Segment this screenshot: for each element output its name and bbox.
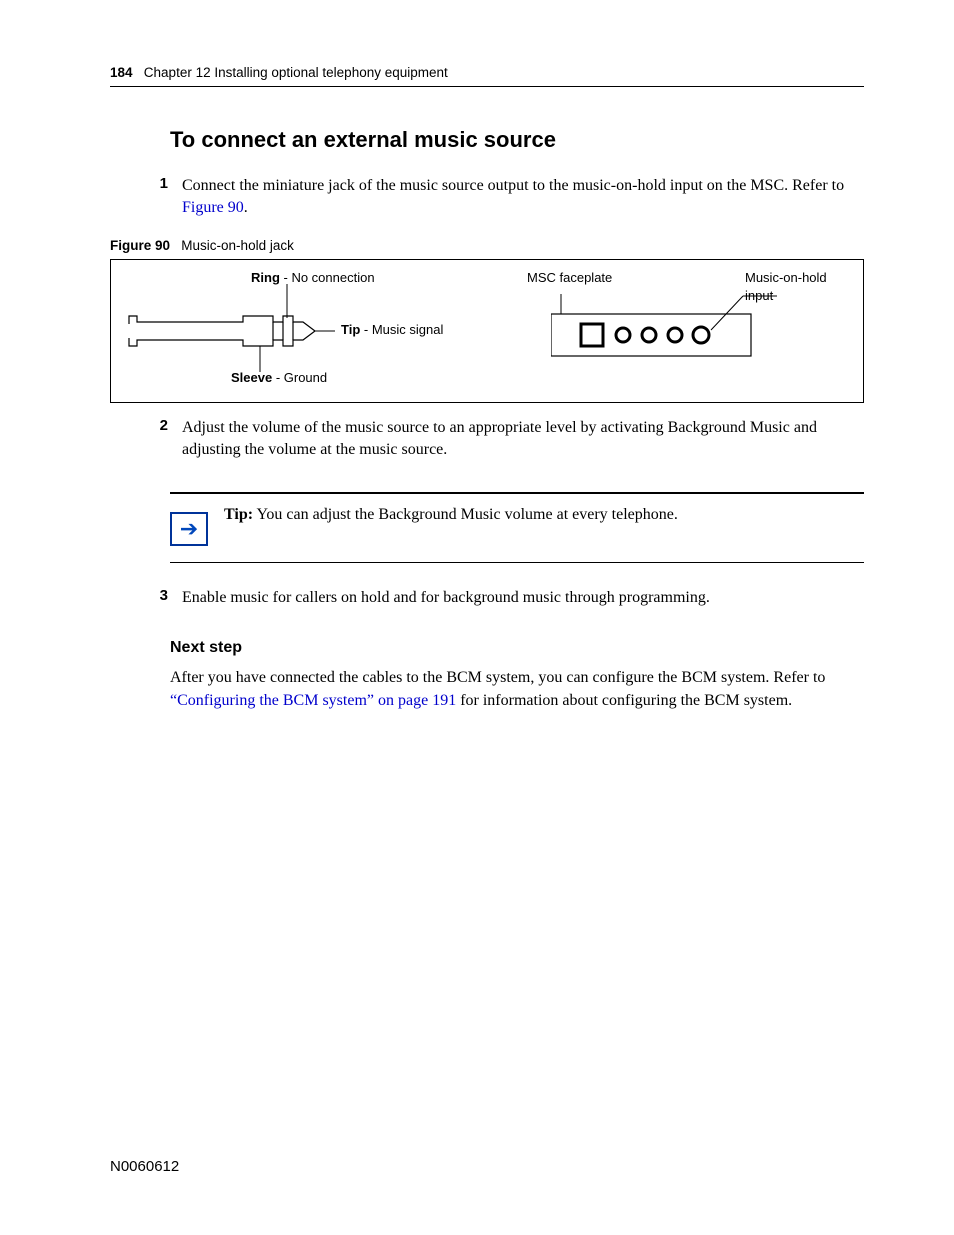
figure-link[interactable]: Figure 90 [182,199,244,216]
faceplate-moh-label-1: Music-on-hold [745,270,827,285]
step-text: Adjust the volume of the music source to… [182,419,817,458]
step-text-tail: . [244,199,248,216]
arrow-right-icon: ➔ [180,518,198,540]
tip-text: Tip: You can adjust the Background Music… [224,502,678,526]
step-item: 2 Adjust the volume of the music source … [152,417,864,462]
figure-caption: Figure 90 Music-on-hold jack [110,238,864,253]
figure-box: Ring - No connection Tip - Music signal … [110,259,864,403]
footer-doc-id: N0060612 [110,1158,179,1175]
section-heading: To connect an external music source [170,127,864,153]
subsection-heading: Next step [170,639,864,657]
step-number: 3 [152,587,182,609]
para-text-before: After you have connected the cables to t… [170,669,825,686]
step-body: Enable music for callers on hold and for… [182,587,864,609]
step-body: Connect the miniature jack of the music … [182,175,864,220]
tip-label: Tip: [224,506,253,523]
step-text: Connect the miniature jack of the music … [182,177,844,194]
figure-title: Music-on-hold jack [181,238,294,253]
jack-ring-label: Ring - No connection [251,270,375,285]
running-header: 184 Chapter 12 Installing optional telep… [110,65,864,87]
page: 184 Chapter 12 Installing optional telep… [0,0,954,1235]
chapter-title: Chapter 12 Installing optional telephony… [144,65,448,80]
step-body: Adjust the volume of the music source to… [182,417,864,462]
jack-tip-label: Tip - Music signal [341,322,443,337]
step-number: 2 [152,417,182,462]
tip-icon: ➔ [170,512,208,546]
step-item: 1 Connect the miniature jack of the musi… [152,175,864,220]
step-item: 3 Enable music for callers on hold and f… [152,587,864,609]
tip-callout: ➔ Tip: You can adjust the Background Mus… [170,492,864,563]
page-number: 184 [110,65,133,80]
jack-sleeve-label: Sleeve - Ground [231,370,327,385]
faceplate-msc-label: MSC faceplate [527,270,612,285]
para-text-after: for information about configuring the BC… [456,692,792,709]
paragraph: After you have connected the cables to t… [170,667,864,712]
step-number: 1 [152,175,182,220]
step-text: Enable music for callers on hold and for… [182,589,710,606]
faceplate-diagram [551,294,831,364]
figure-label: Figure 90 [110,238,170,253]
tip-body: You can adjust the Background Music volu… [253,506,678,523]
cross-ref-link[interactable]: “Configuring the BCM system” on page 191 [170,692,456,709]
